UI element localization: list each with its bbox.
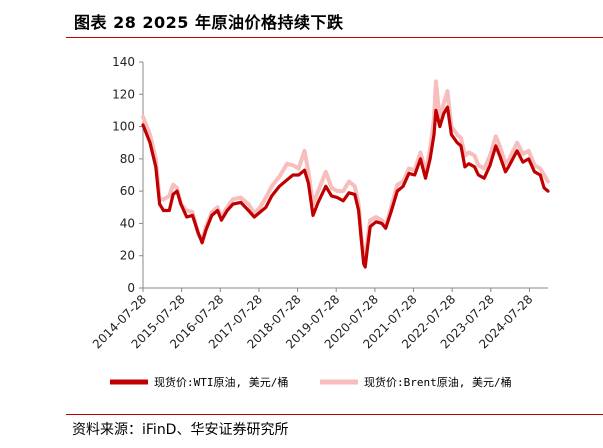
y-tick-label: 40 [120,216,135,230]
y-tick-label: 120 [112,87,135,101]
chart-legend: 现货价:WTI原油, 美元/桶 现货价:Brent原油, 美元/桶 [110,375,512,389]
figure-title: 图表 28 2025 年原油价格持续下跌 [74,13,344,32]
source-note: 资料来源：iFinD、华安证券研究所 [72,422,289,438]
wti-legend-label: 现货价:WTI原油, 美元/桶 [154,375,288,389]
brent-legend-label: 现货价:Brent原油, 美元/桶 [364,375,512,389]
y-tick-label: 0 [127,281,135,295]
y-tick-label: 140 [112,55,135,69]
chart-series [141,79,550,269]
y-tick-label: 80 [120,152,135,166]
y-tick-label: 100 [112,120,135,134]
top-rule [66,37,603,38]
wti-series-line [141,105,550,269]
y-tick-label: 60 [120,184,135,198]
y-tick-label: 20 [120,249,135,263]
bottom-rule [66,414,603,415]
line-chart: 0204060801001201402014-07-282015-07-2820… [90,55,550,389]
